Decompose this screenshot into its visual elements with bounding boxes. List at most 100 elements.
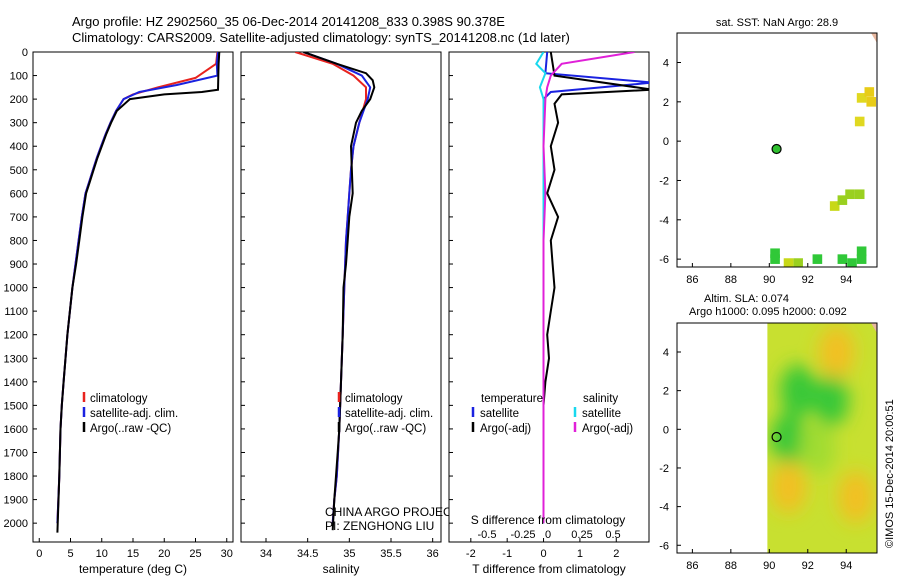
y-tick-label: 0 — [663, 424, 669, 436]
sst-cells — [770, 33, 877, 267]
x-tick-label: 92 — [802, 274, 814, 286]
y-tick-label: 600 — [10, 188, 28, 200]
legend-label-climatology: climatology — [90, 393, 148, 405]
sst-cell — [856, 254, 867, 264]
y-tick-label: -4 — [659, 502, 669, 514]
series-line-argo — [303, 52, 376, 531]
sla-blob-high — [818, 325, 855, 378]
x-tick-label: 25 — [189, 548, 201, 560]
series-group — [56, 52, 221, 533]
y-tick-label: 900 — [10, 259, 28, 271]
y-tick-label: 1400 — [4, 377, 28, 389]
x-tick-label: 2 — [613, 548, 619, 560]
sst-cell — [770, 254, 780, 264]
y-tick-label: 4 — [663, 57, 669, 69]
sla-blob-low — [770, 412, 807, 465]
y-tick-label: -6 — [659, 254, 669, 266]
argo-position-marker — [771, 431, 782, 443]
y-tick-label: 0 — [663, 136, 669, 148]
sst-cell — [856, 246, 867, 257]
sst-cell — [854, 116, 865, 127]
salinity-panel: 34 34.5 35 35.5 36 salinity climatology satelli… — [240, 51, 460, 576]
sst-cell — [770, 248, 780, 259]
sla-blob-high — [837, 470, 874, 523]
x-tick-label: 86 — [686, 274, 698, 286]
y-tick-label: 800 — [10, 235, 28, 247]
series-line-argo_salinity — [542, 52, 635, 524]
x-tick-label: 1 — [577, 548, 583, 560]
y-tick-label: -6 — [659, 540, 669, 552]
x-tick-label: 20 — [158, 548, 170, 560]
x-axis-label: salinity — [323, 562, 360, 576]
s-tick-label: 0.25 — [571, 529, 592, 541]
y-tick-label: -2 — [659, 463, 669, 475]
y-tick-label: 2 — [663, 97, 669, 109]
x-tick-label: 90 — [763, 274, 775, 286]
s-tick-label: -0.25 — [510, 529, 535, 541]
legend-label-argo: Argo(-adj) — [480, 423, 531, 435]
sst-cell — [812, 254, 823, 264]
figure-title-line1: Argo profile: HZ 2902560_35 06-Dec-2014 … — [72, 14, 505, 29]
y-tick-label: 0 — [22, 47, 28, 59]
x-tick-label: 0 — [36, 548, 42, 560]
y-tick-label: -2 — [659, 175, 669, 187]
sst-cell — [864, 87, 875, 97]
s-tick-label: 0 — [545, 529, 551, 541]
x-tick-label: -2 — [466, 548, 476, 560]
sst-cell — [837, 254, 848, 264]
series-line-argo — [542, 52, 649, 406]
s-tick-label: -0.5 — [478, 529, 497, 541]
x-tick-label: 88 — [725, 560, 737, 572]
sla-blob-mid — [799, 422, 836, 475]
legend-label-climatology: climatology — [345, 393, 403, 405]
y-tick-label: 400 — [10, 141, 28, 153]
x-axis-label: T difference from climatology — [472, 562, 626, 576]
sla-blob-low — [812, 374, 849, 427]
y-tick-label: 1800 — [4, 471, 28, 483]
x-tick-label: 34.5 — [297, 548, 318, 560]
y-tick-label: 300 — [10, 118, 28, 130]
legend-label-argo: Argo(..raw -QC) — [90, 423, 171, 435]
y-tick-label: 4 — [663, 347, 669, 359]
x-axis-label: temperature (deg C) — [79, 562, 187, 576]
x-tick-label: 5 — [67, 548, 73, 560]
legend-label-satellite: satellite — [480, 408, 519, 420]
series-line-argo — [56, 52, 221, 533]
x-tick-label: 30 — [221, 548, 233, 560]
y-tick-label: 1100 — [4, 306, 28, 318]
y-tick-label: 1300 — [4, 353, 28, 365]
imos-watermark: ©IMOS 15-Dec-2014 20:00:51 — [884, 399, 896, 548]
s-axis-label: S difference from climatology — [471, 513, 626, 527]
sla-blob-high — [770, 461, 807, 514]
y-tick-label: 1900 — [4, 495, 28, 507]
x-tick-label: 34 — [260, 548, 272, 560]
sla-map-title-line2: Argo h1000: 0.095 h2000: 0.092 — [689, 306, 847, 318]
x-tick-label: 88 — [725, 274, 737, 286]
legend-title-temperature: temperature — [481, 393, 543, 405]
sst-cell — [847, 258, 857, 267]
argo-position-marker — [771, 143, 782, 155]
series-group — [535, 52, 649, 524]
y-tick-label: 1500 — [4, 400, 28, 412]
difference-panel: -2 -1 0 1 2 T difference from climatology temp… — [448, 51, 650, 576]
plot-frame — [240, 51, 442, 543]
sst-cell — [793, 258, 803, 267]
sst-cell — [829, 201, 840, 211]
y-tick-label: 500 — [10, 165, 28, 177]
x-tick-label: 0 — [540, 548, 546, 560]
y-tick-label: 700 — [10, 212, 28, 224]
x-tick-label: -1 — [502, 548, 512, 560]
sla-blob-low — [780, 364, 817, 417]
y-tick-label: 100 — [10, 71, 28, 83]
y-tick-label: 1600 — [4, 424, 28, 436]
x-tick-label: 15 — [127, 548, 139, 560]
sst-cell — [845, 189, 855, 200]
sla-blobs — [770, 325, 874, 523]
y-tick-label: 1700 — [4, 447, 28, 459]
x-tick-label: 92 — [802, 560, 814, 572]
sst-cell — [837, 195, 848, 205]
temperature-panel: 0100200300400500600700800900100011001200… — [4, 47, 234, 576]
map-frame — [676, 32, 878, 268]
